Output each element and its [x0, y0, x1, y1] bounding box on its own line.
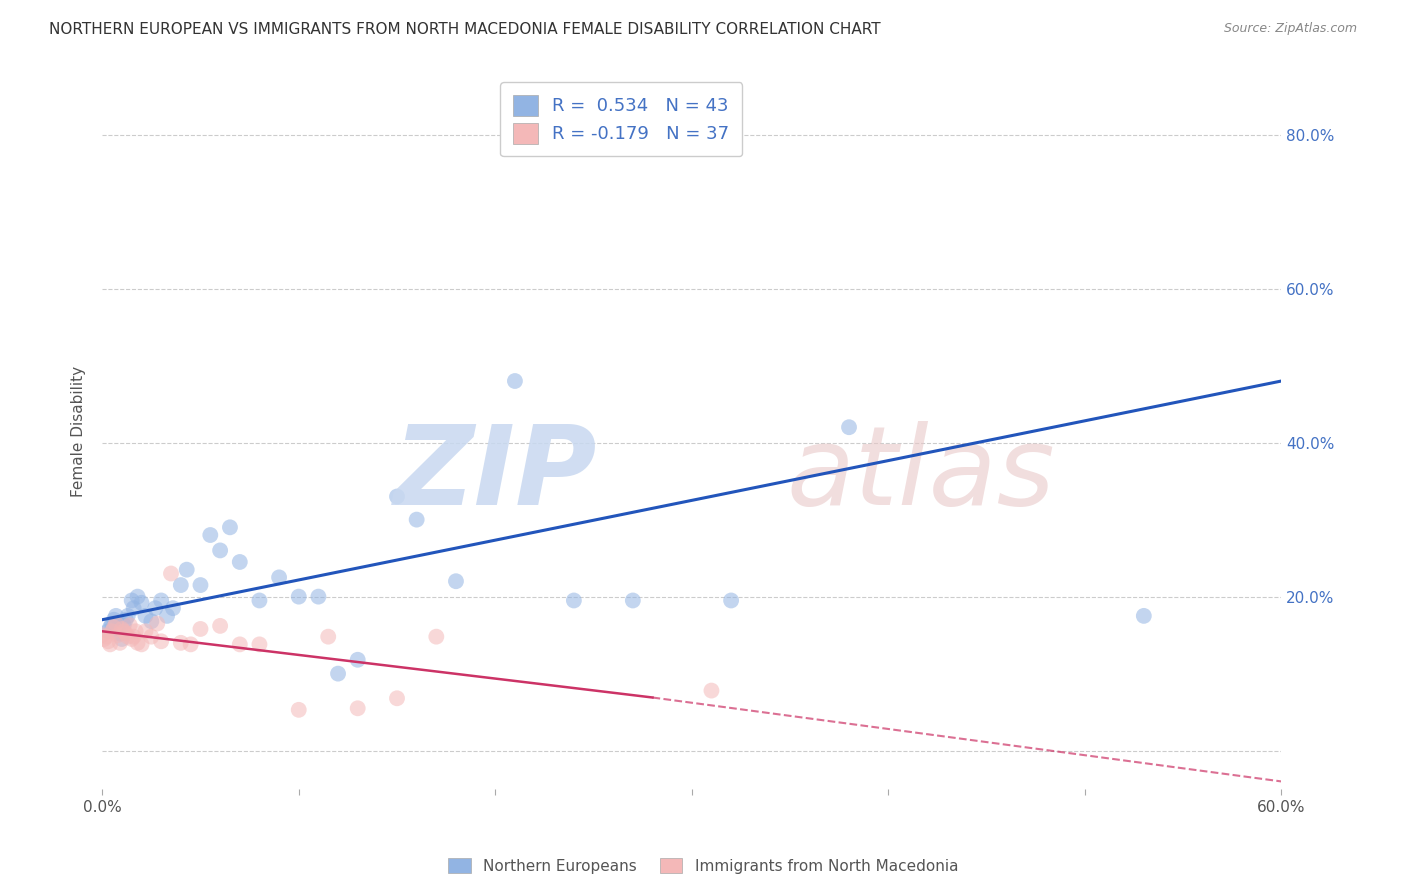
Point	[101, 624, 124, 639]
Point	[97, 634, 120, 648]
Point	[117, 608, 139, 623]
Point	[91, 628, 114, 642]
Point	[307, 590, 329, 604]
Point	[124, 624, 146, 639]
Legend: R =  0.534   N = 43, R = -0.179   N = 37: R = 0.534 N = 43, R = -0.179 N = 37	[501, 82, 742, 156]
Point	[127, 590, 149, 604]
Point	[104, 608, 127, 623]
Point	[93, 632, 115, 646]
Point	[219, 520, 242, 534]
Point	[229, 555, 252, 569]
Point	[385, 691, 408, 706]
Point	[141, 614, 163, 628]
Point	[141, 630, 163, 644]
Point	[190, 622, 212, 636]
Point	[112, 618, 135, 632]
Point	[146, 616, 169, 631]
Point	[103, 613, 125, 627]
Point	[385, 490, 408, 504]
Point	[107, 628, 129, 642]
Point	[114, 613, 136, 627]
Point	[131, 637, 153, 651]
Point	[112, 624, 135, 639]
Point	[150, 634, 173, 648]
Point	[700, 683, 723, 698]
Point	[134, 608, 156, 623]
Point	[131, 596, 153, 610]
Point	[838, 420, 860, 434]
Point	[249, 637, 271, 651]
Point	[176, 563, 198, 577]
Point	[111, 622, 134, 636]
Point	[107, 622, 129, 636]
Point	[326, 666, 349, 681]
Point	[104, 616, 127, 631]
Point	[405, 513, 427, 527]
Point	[121, 593, 143, 607]
Point	[444, 574, 467, 589]
Y-axis label: Female Disability: Female Disability	[72, 366, 86, 497]
Point	[425, 630, 447, 644]
Point	[209, 543, 232, 558]
Point	[316, 630, 339, 644]
Point	[121, 632, 143, 646]
Point	[122, 630, 145, 644]
Point	[720, 593, 742, 607]
Point	[111, 632, 134, 646]
Legend: Northern Europeans, Immigrants from North Macedonia: Northern Europeans, Immigrants from Nort…	[441, 852, 965, 880]
Point	[108, 626, 131, 640]
Point	[143, 601, 166, 615]
Point	[200, 528, 222, 542]
Text: atlas: atlas	[786, 420, 1054, 527]
Point	[97, 624, 120, 639]
Point	[621, 593, 644, 607]
Point	[160, 566, 183, 581]
Point	[503, 374, 526, 388]
Point	[117, 630, 139, 644]
Point	[122, 601, 145, 615]
Point	[562, 593, 585, 607]
Point	[134, 624, 156, 639]
Point	[114, 626, 136, 640]
Point	[162, 601, 184, 615]
Text: ZIP: ZIP	[394, 420, 598, 527]
Point	[108, 636, 131, 650]
Point	[209, 619, 232, 633]
Point	[94, 630, 117, 644]
Point	[170, 636, 193, 650]
Point	[150, 593, 173, 607]
Point	[287, 703, 309, 717]
Point	[346, 653, 368, 667]
Point	[101, 616, 124, 631]
Point	[156, 608, 179, 623]
Point	[287, 590, 309, 604]
Point	[190, 578, 212, 592]
Point	[180, 637, 202, 651]
Text: NORTHERN EUROPEAN VS IMMIGRANTS FROM NORTH MACEDONIA FEMALE DISABILITY CORRELATI: NORTHERN EUROPEAN VS IMMIGRANTS FROM NOR…	[49, 22, 880, 37]
Point	[170, 578, 193, 592]
Point	[103, 620, 125, 634]
Point	[98, 620, 121, 634]
Text: Source: ZipAtlas.com: Source: ZipAtlas.com	[1223, 22, 1357, 36]
Point	[267, 570, 290, 584]
Point	[127, 636, 149, 650]
Point	[346, 701, 368, 715]
Point	[229, 637, 252, 651]
Point	[118, 618, 141, 632]
Point	[98, 637, 121, 651]
Point	[1133, 608, 1156, 623]
Point	[249, 593, 271, 607]
